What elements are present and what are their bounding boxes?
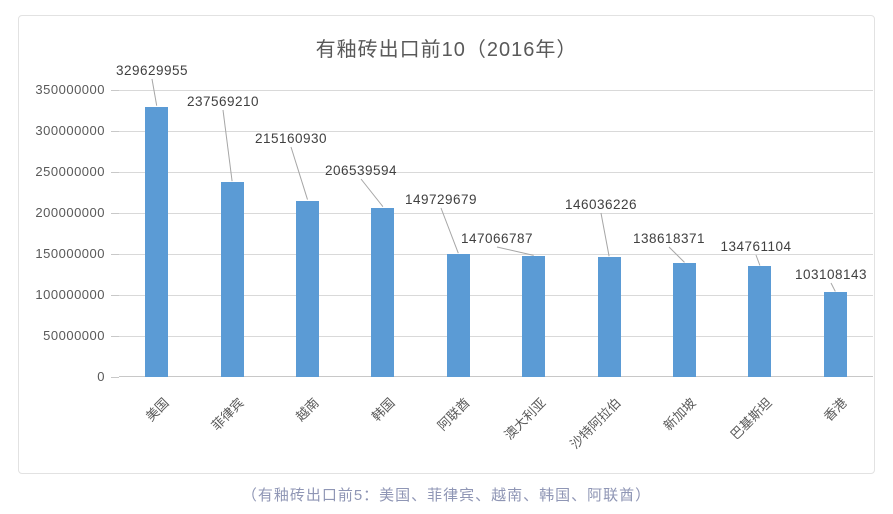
y-axis-tick — [111, 377, 119, 378]
gridline — [119, 90, 873, 91]
bar-data-label: 215160930 — [254, 131, 328, 146]
bar-data-label: 103108143 — [794, 267, 868, 282]
y-axis-tick — [111, 90, 119, 91]
bar-data-label: 147066787 — [460, 231, 534, 246]
x-category-label: 越南 — [293, 395, 323, 425]
bar-data-label: 329629955 — [115, 63, 189, 78]
bar-data-label: 149729679 — [404, 192, 478, 207]
bar — [522, 256, 546, 377]
gridline — [119, 336, 873, 337]
bar-data-label: 237569210 — [186, 94, 260, 109]
y-axis-tick — [111, 336, 119, 337]
y-axis-label: 200000000 — [35, 205, 105, 220]
bar-chart-container: 有釉砖出口前10（2016年） 0 50000000 100000000 150000… — [18, 15, 875, 474]
x-category-label: 菲律宾 — [208, 395, 247, 434]
y-axis-label: 150000000 — [35, 246, 105, 261]
bar — [446, 254, 470, 377]
y-axis-tick — [111, 213, 119, 214]
bar-data-label: 138618371 — [632, 231, 706, 246]
y-axis-label: 50000000 — [43, 328, 105, 343]
bar — [371, 207, 395, 377]
y-axis-label: 100000000 — [35, 287, 105, 302]
bar — [823, 292, 847, 377]
y-axis-tick — [111, 295, 119, 296]
x-category-label: 美国 — [142, 395, 172, 425]
y-axis-label: 350000000 — [35, 82, 105, 97]
gridline — [119, 131, 873, 132]
y-axis-tick — [111, 131, 119, 132]
x-category-label: 阿联酋 — [434, 395, 474, 434]
bar — [673, 263, 696, 377]
x-axis-line — [119, 376, 873, 377]
x-category-label: 香港 — [821, 395, 851, 425]
bar — [597, 257, 621, 377]
bar — [748, 266, 772, 377]
gridline — [119, 213, 873, 214]
x-category-label: 澳大利亚 — [501, 395, 549, 443]
x-category-label: 韩国 — [368, 395, 398, 425]
bar — [145, 106, 169, 377]
chart-title: 有釉砖出口前10（2016年） — [315, 39, 578, 61]
bar — [220, 182, 244, 377]
gridline — [119, 172, 873, 173]
bar-data-label: 206539594 — [324, 163, 398, 178]
x-category-label: 新加坡 — [661, 395, 700, 434]
y-axis-label: 300000000 — [35, 123, 105, 138]
y-axis-tick — [111, 172, 119, 173]
gridline — [119, 254, 873, 255]
y-axis-label: 0 — [97, 369, 105, 384]
chart-caption: （有釉砖出口前5：美国、菲律宾、越南、韩国、阿联酋） — [241, 487, 652, 504]
plot-area — [119, 90, 873, 377]
x-category-label: 沙特阿拉伯 — [567, 395, 624, 452]
bar-data-label: 146036226 — [564, 197, 638, 212]
bar — [296, 200, 319, 377]
gridline — [119, 295, 873, 296]
bar-data-label: 134761104 — [720, 239, 792, 254]
x-category-label: 巴基斯坦 — [727, 395, 775, 443]
y-axis-label: 250000000 — [35, 164, 105, 179]
y-axis-tick — [111, 254, 119, 255]
